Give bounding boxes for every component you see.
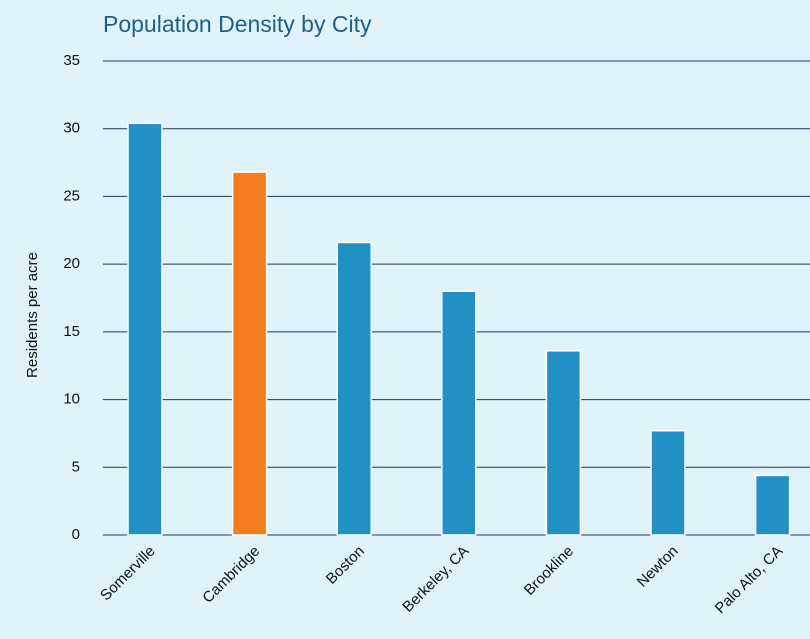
bar — [754, 474, 791, 536]
y-tick-label: 30 — [63, 120, 80, 137]
y-tick-label: 25 — [63, 187, 80, 204]
bar — [336, 241, 372, 536]
y-tick-label: 5 — [72, 458, 80, 475]
y-tick-label: 15 — [63, 323, 80, 340]
y-tick-label: 10 — [63, 391, 80, 408]
y-tick-label: 20 — [63, 255, 80, 272]
bar — [441, 290, 477, 536]
chart-title: Population Density by City — [103, 11, 372, 37]
bar — [231, 171, 268, 536]
bar — [650, 429, 686, 536]
bar — [545, 350, 582, 536]
bar — [127, 122, 163, 536]
y-axis-label: Residents per acre — [24, 252, 41, 378]
y-tick-label: 35 — [63, 52, 80, 69]
y-tick-label: 0 — [72, 526, 80, 543]
